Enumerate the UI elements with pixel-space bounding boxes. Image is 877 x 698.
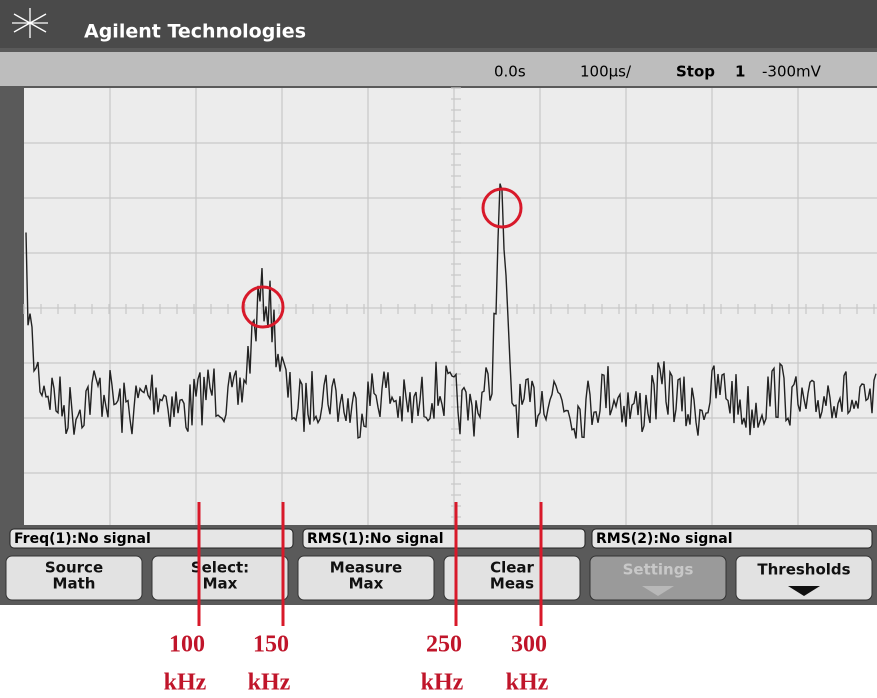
softkey-label: Settings [623, 561, 694, 579]
status-bar [0, 52, 877, 86]
marker-label: 300 [511, 632, 547, 658]
measurement-label: Freq(1):No signal [14, 531, 151, 547]
graticule [24, 88, 877, 525]
delay: 0.0s [494, 63, 526, 81]
measurement-bar: Freq(1):No signal RMS(1):No signal RMS(2):… [9, 528, 873, 549]
softkey-label: Thresholds [757, 561, 850, 579]
softkey-arrow [642, 586, 674, 596]
marker-label: kHz [164, 670, 207, 696]
softkey-label: Clear [490, 559, 534, 577]
softkey-label: Math [53, 575, 96, 593]
header-bar [0, 0, 877, 48]
softkey-label: Source [45, 559, 103, 577]
trigger-source: 1 [735, 63, 745, 81]
measurement-box [591, 528, 873, 549]
marker-label: kHz [506, 670, 549, 696]
softkey-label: Max [349, 575, 384, 593]
marker-label: kHz [248, 670, 291, 696]
marker-label: 250 [426, 632, 462, 658]
softkey-label: Max [203, 575, 238, 593]
annotations: 100 kHz 150 kHz 250 kHz 300 kHz [164, 502, 549, 696]
softkey-arrow [788, 586, 820, 596]
softkey [5, 555, 143, 601]
peak-circle [481, 187, 523, 229]
marker-label: 150 [253, 632, 289, 658]
run-state: Stop [676, 63, 715, 81]
softkey [151, 555, 289, 601]
trigger-level: -300mV [762, 63, 822, 81]
waveform [25, 183, 877, 439]
softkey [443, 555, 581, 601]
softkey-label: Meas [490, 575, 534, 593]
header-title: Agilent Technologies [84, 21, 306, 43]
softkeys: SourceMathSelect:MaxMeasureMaxClearMeasS… [5, 555, 873, 601]
measurement-label: RMS(2):No signal [596, 531, 733, 547]
softkey [589, 555, 727, 601]
marker-label: 100 [169, 632, 205, 658]
timebase: 100µs/ [580, 63, 632, 81]
measurement-label: RMS(1):No signal [307, 531, 444, 547]
marker-label: kHz [421, 670, 464, 696]
softkey [297, 555, 435, 601]
measurement-box [302, 528, 586, 549]
peak-circle [241, 285, 285, 329]
softkey-label: Select: [191, 559, 249, 577]
softkey-label: Measure [330, 559, 402, 577]
logo [12, 8, 48, 38]
measurement-box [9, 528, 294, 549]
softkey [735, 555, 873, 601]
